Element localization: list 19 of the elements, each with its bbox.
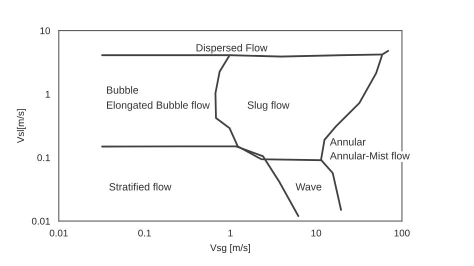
y-tick-label: 0.1 [37, 154, 50, 162]
annotation: Annular-Mist flow [330, 152, 410, 160]
y-axis-title: Vsl[m/s] [16, 109, 26, 144]
annotation: Bubble [106, 86, 138, 94]
y-tick-label: 0.01 [32, 218, 50, 225]
annotation: Slug flow [248, 101, 290, 111]
annotation: Stratified flow [109, 182, 172, 191]
y-tick-label: 10 [40, 27, 50, 34]
annotation: Wave [296, 183, 322, 191]
annotation: Elongated Bubble flow [106, 101, 210, 111]
x-axis-title: Vsg [m/s] [210, 244, 250, 254]
x-tick-label: 0.1 [138, 230, 151, 237]
x-tick-label: 0.01 [50, 230, 68, 237]
x-tick-label: 1 [228, 230, 233, 236]
annotation: Dispersed Flow [196, 44, 268, 54]
annotation: Annular [330, 138, 366, 146]
x-tick-label: 100 [394, 230, 410, 237]
y-tick-label: 1 [46, 90, 50, 98]
x-tick-label: 10 [311, 230, 322, 237]
